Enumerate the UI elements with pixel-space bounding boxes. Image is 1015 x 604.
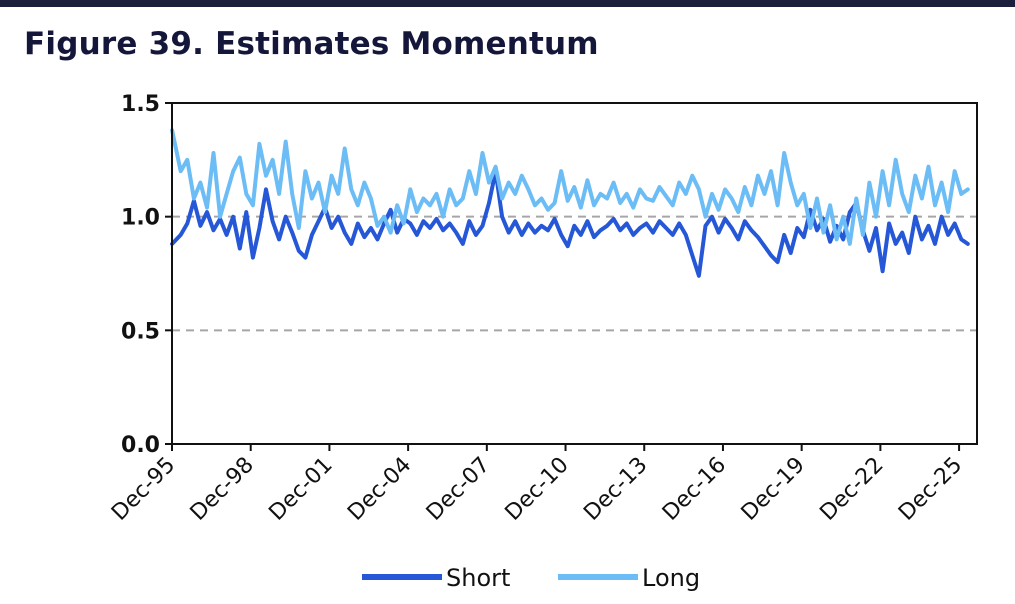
x-tick-label-1: Dec-98 bbox=[186, 453, 259, 526]
x-tick-label-10: Dec-25 bbox=[894, 453, 967, 526]
y-tick-label-0: 0.0 bbox=[121, 433, 160, 458]
x-tick-label-7: Dec-16 bbox=[658, 453, 731, 526]
legend: Short Long bbox=[362, 564, 700, 592]
series-layer bbox=[170, 128, 970, 278]
y-tick-label-3: 1.5 bbox=[121, 92, 160, 117]
top-accent-bar bbox=[0, 0, 1015, 7]
x-tick-label-9: Dec-22 bbox=[815, 453, 888, 526]
legend-label-short: Short bbox=[446, 564, 510, 592]
y-tick-label-1: 0.5 bbox=[121, 319, 160, 344]
legend-label-long: Long bbox=[642, 564, 700, 592]
x-tick-label-0: Dec-95 bbox=[107, 453, 180, 526]
plot-frame bbox=[171, 102, 978, 445]
x-tick-label-4: Dec-07 bbox=[422, 453, 495, 526]
x-tick-label-5: Dec-10 bbox=[501, 453, 574, 526]
x-tick-label-3: Dec-04 bbox=[343, 453, 416, 526]
x-tick-label-2: Dec-01 bbox=[264, 453, 337, 526]
series-line-long bbox=[170, 128, 970, 246]
figure-title: Figure 39. Estimates Momentum bbox=[24, 26, 599, 62]
x-tick-label-6: Dec-13 bbox=[579, 453, 652, 526]
y-tick-label-2: 1.0 bbox=[121, 206, 160, 231]
x-tick-label-8: Dec-19 bbox=[737, 453, 810, 526]
